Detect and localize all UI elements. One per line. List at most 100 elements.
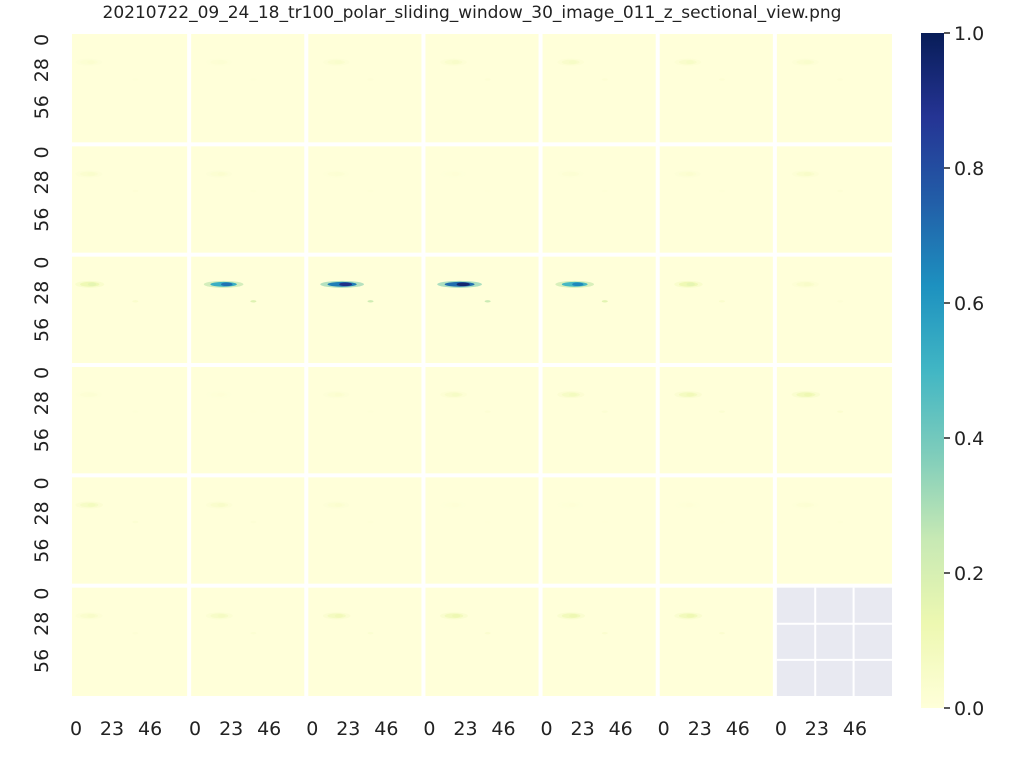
heatmap-panel xyxy=(776,146,892,253)
feature-core xyxy=(451,172,460,176)
panel-background xyxy=(659,477,773,584)
y-tick-label: 28 xyxy=(31,58,53,82)
panel-background xyxy=(425,34,539,143)
panel-background xyxy=(776,367,892,474)
y-tick-label: 56 xyxy=(31,318,53,342)
y-tick-label: 56 xyxy=(31,539,53,563)
heatmap-panel xyxy=(308,256,422,363)
feature-core xyxy=(452,614,461,618)
panel-background xyxy=(659,367,773,474)
feature-core xyxy=(217,503,226,507)
feature-speck xyxy=(718,78,725,81)
feature-core xyxy=(569,392,577,397)
heatmap-panel xyxy=(191,256,305,363)
panel-background xyxy=(308,34,422,143)
colorbar-tick-label: 0.8 xyxy=(954,158,984,180)
feature-speck xyxy=(132,410,139,413)
panel-background xyxy=(542,587,656,696)
feature-core xyxy=(217,614,226,618)
chart-title: 20210722_09_24_18_tr100_polar_sliding_wi… xyxy=(103,3,842,23)
feature-speck xyxy=(718,189,725,193)
feature-speck xyxy=(367,300,374,303)
panel-background xyxy=(659,34,773,143)
panel-background xyxy=(191,367,305,474)
feature-speck xyxy=(837,300,844,303)
feature-speck xyxy=(601,300,608,303)
panel-background xyxy=(191,256,305,363)
feature-core xyxy=(217,392,225,397)
feature-speck xyxy=(484,631,491,635)
feature-speck xyxy=(484,410,491,413)
panel-background xyxy=(659,146,773,253)
feature-core xyxy=(685,172,694,176)
feature-speck xyxy=(601,520,608,524)
panel-background xyxy=(542,34,656,143)
feature-speck xyxy=(601,78,608,81)
x-tick-label: 46 xyxy=(491,718,515,740)
empty-panel xyxy=(776,587,892,696)
feature-core xyxy=(686,282,695,287)
heatmap-panel xyxy=(542,367,656,474)
feature-speck xyxy=(132,189,139,193)
panel-background xyxy=(72,256,188,363)
x-tick-label: 0 xyxy=(541,718,553,740)
feature-core xyxy=(804,392,813,397)
heatmap-panel xyxy=(72,146,188,253)
colorbar-tick-label: 0.0 xyxy=(954,698,984,720)
feature-speck xyxy=(718,520,725,524)
feature-core xyxy=(803,503,812,507)
heatmap-panel xyxy=(776,34,892,143)
colorbar-gradient xyxy=(921,33,944,708)
heatmap-panel xyxy=(191,367,305,474)
x-tick-label: 46 xyxy=(138,718,162,740)
x-tick-label: 23 xyxy=(688,718,712,740)
heatmap-panel xyxy=(659,477,773,584)
x-tick-label: 23 xyxy=(571,718,595,740)
feature-core xyxy=(334,392,343,397)
heatmap-panel xyxy=(72,587,188,696)
feature-core xyxy=(334,172,343,176)
panel-background xyxy=(542,477,656,584)
colorbar-tick-label: 0.6 xyxy=(954,293,984,315)
panel-background xyxy=(659,587,773,696)
x-tick-labels: 0 23 46 0 23 46 0 23 46 0 23 46 0 23 46 0 23 46 0 23 46 xyxy=(70,718,867,740)
heatmap-panel xyxy=(542,146,656,253)
y-tick-label: 56 xyxy=(31,428,53,452)
panel-background xyxy=(308,256,422,363)
feature-speck xyxy=(601,631,608,635)
heatmap-panel xyxy=(425,256,539,363)
heatmap-panel xyxy=(542,256,656,363)
heatmap-panel xyxy=(191,34,305,143)
feature-speck xyxy=(132,78,139,81)
panel-background xyxy=(308,367,422,474)
heatmap-panel xyxy=(425,587,539,696)
feature-speck xyxy=(250,631,257,635)
y-tick-label: 28 xyxy=(31,281,53,305)
y-tick-label: 0 xyxy=(31,257,53,269)
heatmap-panel xyxy=(776,587,892,696)
heatmap-panel xyxy=(308,367,422,474)
x-tick-label: 23 xyxy=(219,718,243,740)
feature-core xyxy=(451,392,460,397)
feature-core xyxy=(87,60,95,64)
y-tick-label: 0 xyxy=(31,367,53,379)
x-tick-label: 23 xyxy=(100,718,124,740)
feature-core xyxy=(803,60,812,64)
panel-background xyxy=(542,256,656,363)
feature-core xyxy=(568,172,577,176)
colorbar-tick-label: 0.2 xyxy=(954,563,984,585)
panel-background xyxy=(425,477,539,584)
x-tick-label: 46 xyxy=(257,718,281,740)
panel-background xyxy=(425,146,539,253)
y-tick-label: 56 xyxy=(31,649,53,673)
heatmap-panel xyxy=(72,34,188,143)
y-tick-label: 0 xyxy=(31,477,53,489)
feature-speck xyxy=(367,631,374,635)
heatmap-panel xyxy=(308,587,422,696)
heatmap-panel xyxy=(308,146,422,253)
heatmap-panel xyxy=(72,477,188,584)
heatmap-panel xyxy=(425,146,539,253)
x-tick-label: 46 xyxy=(609,718,633,740)
heatmap-panel xyxy=(659,367,773,474)
x-tick-label: 46 xyxy=(374,718,398,740)
